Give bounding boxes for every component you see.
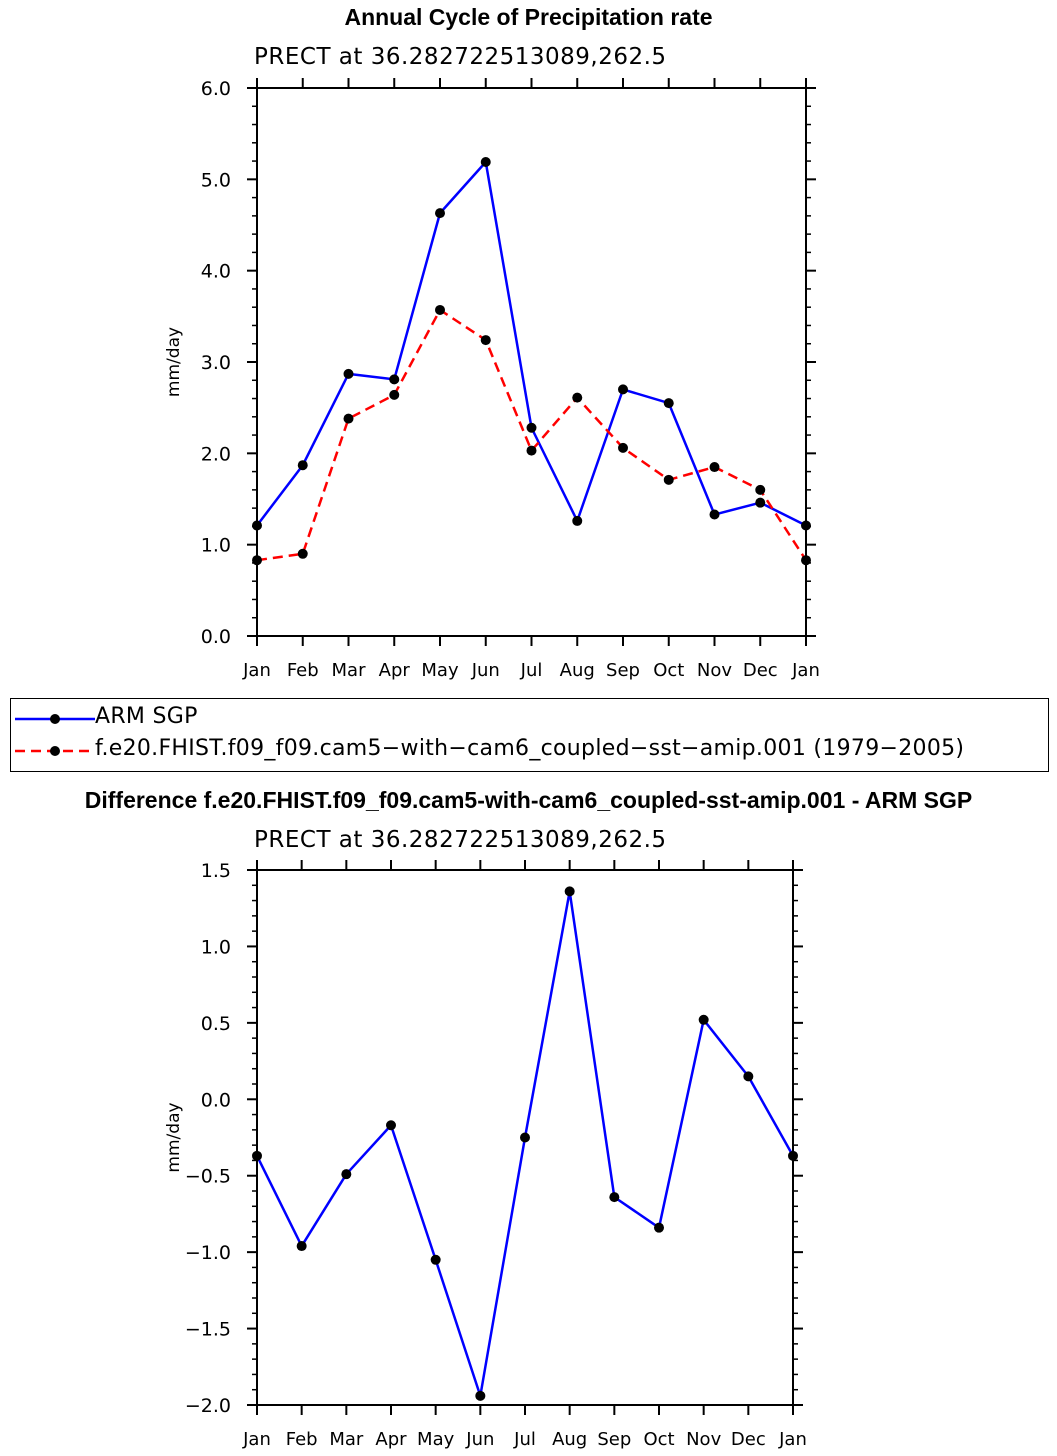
x-tick-label: Oct [643, 1429, 674, 1450]
data-point [252, 1150, 262, 1161]
data-point [252, 520, 262, 531]
y-tick-label: 2.0 [201, 443, 231, 465]
x-tick-label: Jan [791, 660, 820, 681]
data-point [297, 548, 308, 559]
x-tick-label: May [417, 1429, 455, 1450]
y-tick-label: 6.0 [201, 78, 231, 100]
data-point [572, 515, 583, 526]
data-point [252, 555, 262, 566]
data-point [609, 1192, 620, 1203]
x-tick-label: Feb [286, 1429, 318, 1450]
y-axis-label: mm/day [164, 1102, 184, 1172]
data-point [654, 1222, 664, 1233]
x-tick-label: May [421, 660, 459, 681]
y-tick-label: 1.5 [201, 860, 231, 882]
series-line [256, 308, 808, 562]
y-tick-label: 0.5 [201, 1013, 231, 1035]
y-tick-label: −1.5 [185, 1319, 231, 1341]
y-tick-label: −2.0 [185, 1395, 231, 1417]
y-tick-label: 0.0 [201, 626, 231, 648]
x-tick-label: Aug [552, 1429, 587, 1450]
x-tick-label: Nov [697, 660, 732, 681]
chart1-subtitle: PRECT at 36.282722513089,262.5 [254, 44, 667, 70]
series-line [256, 160, 807, 527]
data-point [801, 520, 811, 531]
chart2-plot: −2.0 −1.5 −1.0 −0.5 0.0 0.5 1.0 1.5 Jan Feb Mar Apr… [164, 860, 807, 1450]
plot-frame [256, 87, 807, 637]
x-tick-label: Oct [653, 660, 684, 681]
data-point [526, 422, 537, 433]
x-tick-label: Jul [513, 1429, 536, 1450]
chart2-subtitle: PRECT at 36.282722513089,262.5 [254, 827, 667, 853]
y-tick-label: 1.0 [201, 936, 231, 958]
data-point [709, 509, 720, 520]
y-tick-label: −0.5 [185, 1166, 231, 1188]
data-point [755, 484, 766, 495]
y-tick-label: −1.0 [185, 1242, 231, 1264]
x-tick-label: Nov [686, 1429, 721, 1450]
data-point [618, 384, 628, 395]
data-point [755, 497, 766, 508]
data-point [480, 335, 491, 346]
x-tick-label: Dec [731, 1429, 766, 1450]
legend-item-arm-sgp: ARM SGP [11, 701, 1048, 735]
data-point [389, 374, 400, 385]
y-tick-label: 5.0 [201, 169, 231, 191]
data-point [564, 886, 575, 897]
chart2-title: Difference f.e20.FHIST.f09_f09.cam5-with… [84, 787, 973, 813]
x-tick-label: Jun [471, 660, 500, 681]
chart1-title: Annual Cycle of Precipitation rate [344, 4, 713, 30]
legend-item-model: f.e20.FHIST.f09_f09.cam5−with−cam6_coupl… [11, 735, 1048, 769]
y-tick-label: 4.0 [201, 261, 231, 283]
data-point [435, 208, 445, 219]
x-tick-label: Apr [375, 1429, 407, 1450]
data-point [709, 462, 720, 473]
data-point [526, 445, 537, 456]
data-point [572, 392, 583, 403]
y-tick-label: 3.0 [201, 352, 231, 374]
x-tick-label: Apr [379, 660, 411, 681]
x-tick-label: Dec [743, 660, 778, 681]
y-tick-label: 0.0 [201, 1089, 231, 1111]
x-tick-label: Feb [287, 660, 319, 681]
data-point [296, 1241, 307, 1252]
x-tick-label: Jul [520, 660, 543, 681]
data-point [386, 1120, 396, 1131]
x-tick-label: Jan [242, 660, 271, 681]
data-point [297, 460, 308, 471]
y-tick-label: 1.0 [201, 535, 231, 557]
x-tick-label: Sep [597, 1429, 631, 1450]
y-axis-label: mm/day [164, 327, 184, 397]
x-tick-label: Aug [560, 660, 595, 681]
x-tick-label: Jan [778, 1429, 807, 1450]
data-point [618, 442, 628, 453]
legend-line-red-dashed-icon [15, 746, 95, 756]
data-point [480, 156, 491, 167]
legend-line-blue-icon [15, 714, 95, 724]
chart1-plot: 0.0 1.0 2.0 3.0 4.0 5.0 6.0 Jan Feb Mar Apr May Jun J… [164, 78, 820, 681]
x-tick-label: Mar [332, 660, 367, 681]
data-point [343, 368, 354, 379]
data-point [435, 304, 445, 315]
x-tick-label: Mar [329, 1429, 364, 1450]
data-point [520, 1132, 530, 1143]
data-point [698, 1014, 709, 1025]
data-point [341, 1169, 352, 1180]
data-point [663, 398, 674, 409]
x-tick-label: Sep [606, 660, 640, 681]
data-point [788, 1150, 798, 1161]
data-point [743, 1071, 754, 1082]
data-point [475, 1390, 486, 1401]
x-tick-label: Jan [242, 1429, 271, 1450]
data-point [801, 555, 811, 566]
legend-label-arm-sgp: ARM SGP [95, 704, 198, 729]
data-point [389, 389, 400, 400]
legend-label-model: f.e20.FHIST.f09_f09.cam5−with−cam6_coupl… [95, 736, 965, 761]
data-point [343, 413, 354, 424]
data-point [663, 474, 674, 485]
x-tick-label: Jun [465, 1429, 494, 1450]
legend: ARM SGP f.e20.FHIST.f09_f09.cam5−with−ca… [10, 698, 1049, 772]
data-point [430, 1254, 441, 1265]
series-line [255, 890, 795, 1398]
